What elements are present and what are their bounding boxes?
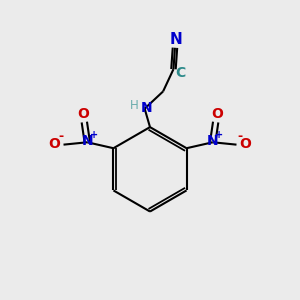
Text: -: -	[58, 130, 63, 143]
Text: O: O	[77, 107, 89, 121]
Text: +: +	[215, 130, 223, 140]
Text: H: H	[130, 99, 139, 112]
Text: N: N	[207, 134, 218, 148]
Text: N: N	[141, 101, 153, 115]
Text: O: O	[239, 137, 251, 151]
Text: N: N	[82, 134, 93, 148]
Text: C: C	[175, 66, 185, 80]
Text: +: +	[90, 130, 98, 140]
Text: -: -	[238, 130, 243, 143]
Text: N: N	[170, 32, 183, 47]
Text: O: O	[49, 137, 61, 151]
Text: O: O	[211, 107, 223, 121]
